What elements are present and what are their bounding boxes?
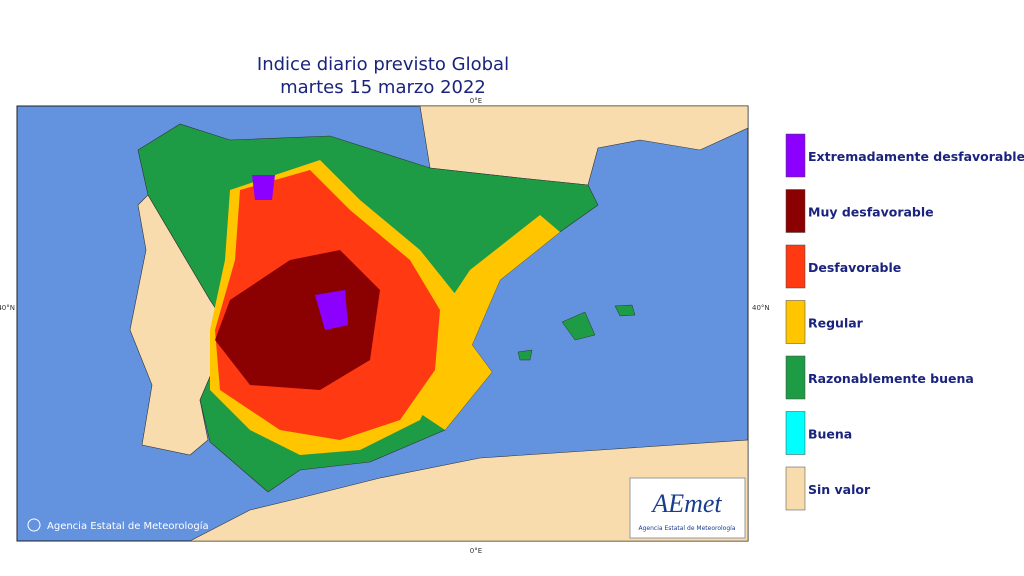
- island: [614, 304, 636, 317]
- legend-swatch: [785, 133, 806, 178]
- region: [215, 250, 380, 390]
- legend-swatch: [785, 300, 806, 344]
- axis-label: 0°E: [470, 97, 482, 105]
- legend-label: Buena: [808, 427, 852, 442]
- copyright-icon: [27, 518, 41, 532]
- legend-label: Extremadamente desfavorable: [808, 149, 1024, 164]
- legend-label: Desfavorable: [808, 260, 901, 275]
- logo-subtitle: Agencia Estatal de Meteorología: [639, 525, 736, 532]
- title: Indice diario previsto Global: [257, 54, 509, 75]
- island: [561, 311, 596, 341]
- legend-swatch: [785, 411, 806, 455]
- logo-box: [629, 477, 746, 539]
- map: Agencia Estatal de Meteorología AEmet Ag…: [16, 105, 749, 542]
- copyright: Agencia Estatal de Meteorología: [47, 520, 209, 532]
- legend-label: Muy desfavorable: [808, 205, 934, 220]
- axis-label: 0°E: [470, 547, 482, 555]
- subtitle: martes 15 marzo 2022: [280, 77, 486, 98]
- legend: Extremadamente desfavorable Muy desfavora…: [785, 133, 1024, 511]
- axis-label: 40°N: [0, 304, 15, 312]
- island: [517, 349, 533, 361]
- legend-swatch: [785, 466, 806, 511]
- logo: AEmet: [650, 489, 722, 518]
- legend-label: Razonablemente buena: [808, 371, 974, 386]
- axis-label: 40°N: [752, 304, 770, 312]
- region: [252, 175, 275, 200]
- legend-label: Sin valor: [808, 482, 871, 497]
- region: [315, 290, 348, 330]
- legend-label: Regular: [808, 316, 864, 331]
- legend-swatch: [785, 189, 806, 233]
- legend-swatch: [785, 355, 806, 400]
- africa: [189, 439, 749, 542]
- legend-swatch: [785, 244, 806, 289]
